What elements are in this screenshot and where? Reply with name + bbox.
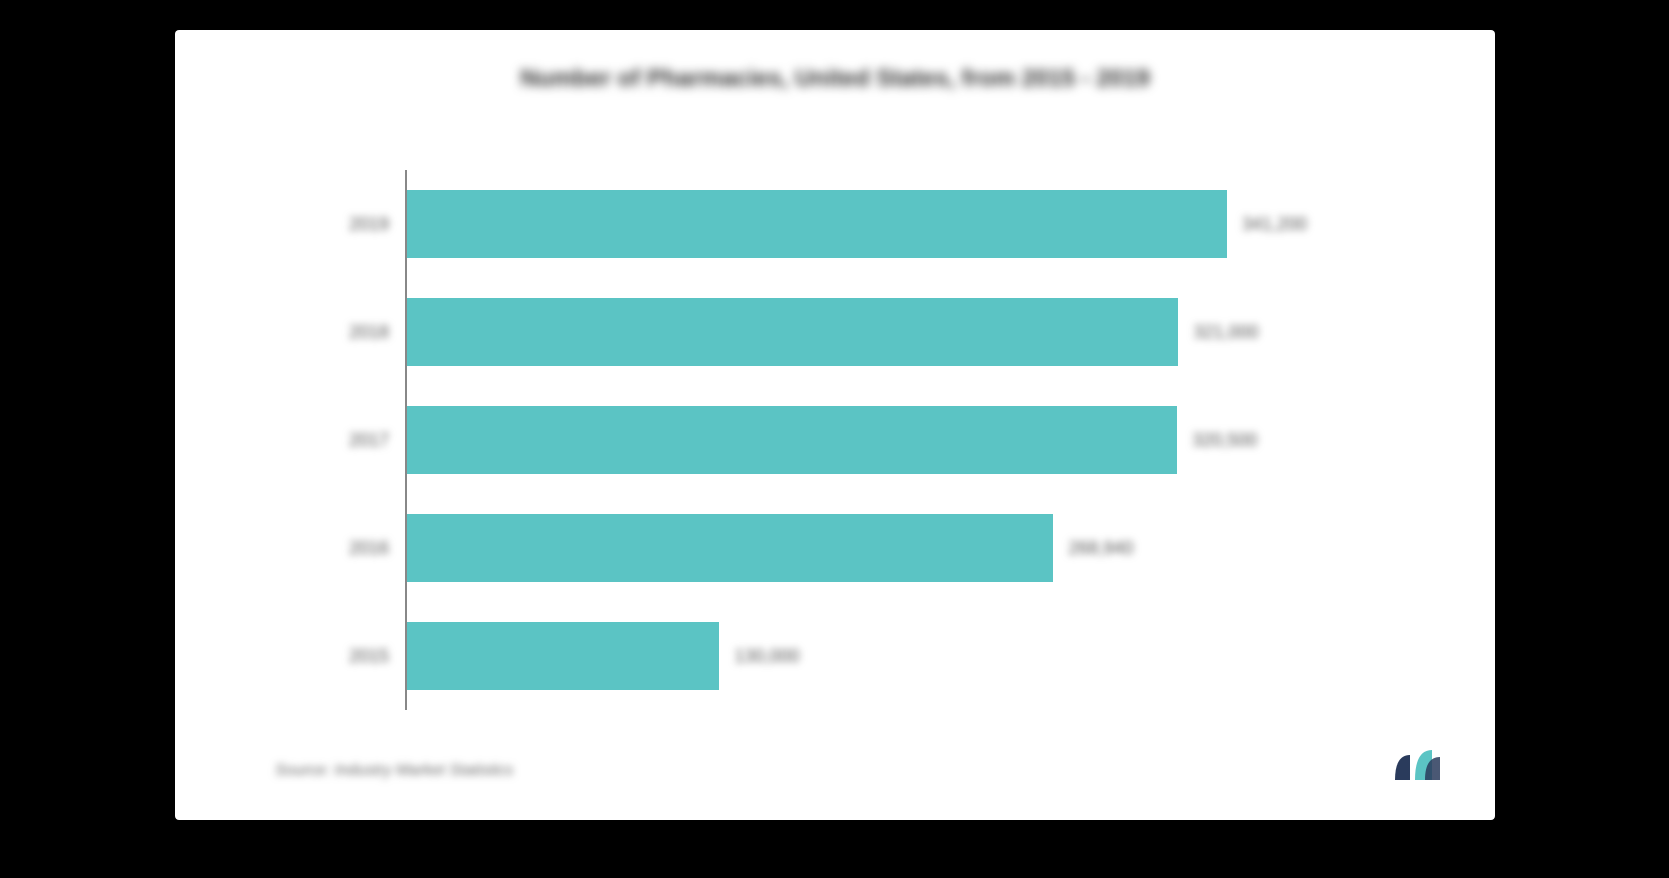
bar-row-2: 2017 320,500 (407, 406, 1177, 474)
category-label-2: 2017 (349, 430, 389, 451)
bar-row-1: 2018 321,000 (407, 298, 1178, 366)
bar-3 (407, 514, 1053, 582)
bar-0 (407, 190, 1227, 258)
value-label-0: 341,200 (1242, 214, 1307, 235)
bar-row-4: 2015 130,000 (407, 622, 719, 690)
bar-4 (407, 622, 719, 690)
value-label-4: 130,000 (734, 646, 799, 667)
bar-1 (407, 298, 1178, 366)
chart-title: Number of Pharmacies, United States, fro… (175, 30, 1495, 93)
chart-panel: Number of Pharmacies, United States, fro… (175, 30, 1495, 820)
category-label-3: 2016 (349, 538, 389, 559)
value-label-1: 321,000 (1193, 322, 1258, 343)
brand-logo (1390, 745, 1450, 785)
category-label-1: 2018 (349, 322, 389, 343)
bar-2 (407, 406, 1177, 474)
plot-area: 2019 341,200 2018 321,000 2017 320,500 2… (405, 170, 1325, 710)
source-attribution: Source: Industry Market Statistics (275, 762, 513, 780)
category-label-0: 2019 (349, 214, 389, 235)
category-label-4: 2015 (349, 646, 389, 667)
bar-row-3: 2016 268,940 (407, 514, 1053, 582)
value-label-2: 320,500 (1192, 430, 1257, 451)
value-label-3: 268,940 (1068, 538, 1133, 559)
bar-row-0: 2019 341,200 (407, 190, 1227, 258)
